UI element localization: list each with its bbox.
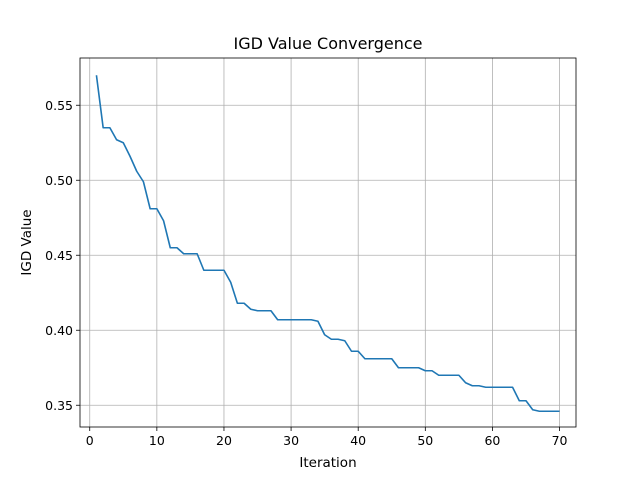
x-tick-label: 40: [350, 433, 366, 448]
series-line-0: [95, 75, 560, 413]
grid-lines: [80, 58, 576, 427]
y-tick-label: 0.50: [45, 173, 73, 188]
y-tick-label: 0.35: [45, 398, 73, 413]
y-axis: 0.35 0.40 0.45 0.50 0.55: [45, 98, 80, 413]
series-group: [95, 75, 560, 413]
chart-title: IGD Value Convergence: [233, 34, 422, 53]
x-tick-label: 30: [283, 433, 299, 448]
plot-frame: [79, 57, 577, 428]
x-tick-label: 50: [417, 433, 433, 448]
x-tick-label: 70: [552, 433, 568, 448]
y-tick-label: 0.45: [45, 248, 73, 263]
y-tick-label: 0.55: [45, 98, 73, 113]
x-tick-label: 0: [86, 433, 94, 448]
x-tick-label: 10: [149, 433, 165, 448]
x-axis: 0 10 20 30 40 50 60 70: [86, 427, 568, 448]
y-axis-label: IGD Value: [19, 209, 35, 275]
x-tick-label: 20: [216, 433, 232, 448]
y-tick-label: 0.40: [45, 323, 73, 338]
x-axis-label: Iteration: [299, 455, 356, 471]
x-tick-label: 60: [484, 433, 500, 448]
